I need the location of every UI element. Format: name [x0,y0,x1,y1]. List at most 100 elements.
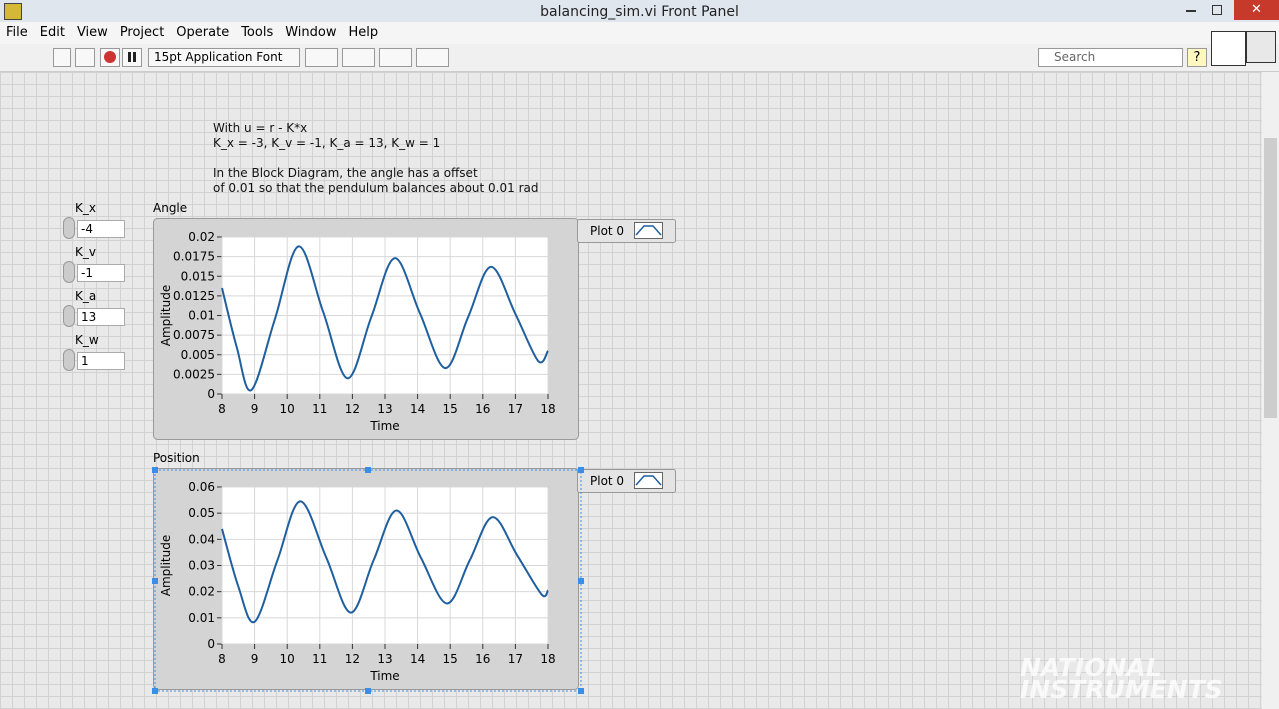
increment-spinner[interactable] [63,349,75,371]
search-box[interactable]: Search [1038,48,1183,67]
align-button[interactable] [305,48,338,67]
increment-spinner[interactable] [63,261,75,283]
logo-text: INSTRUMENTS [1020,675,1223,704]
control-label: K_v [75,245,96,259]
x-axis-label: Time [369,419,399,433]
data-line [221,500,549,624]
x-tick-label: 12 [345,652,360,666]
y-tick-label: 0.05 [188,506,215,520]
y-tick-label: 0.01 [188,611,215,625]
legend-swatch [635,475,662,486]
window-buttons: ✕ [1180,0,1279,20]
x-tick-label: 11 [312,402,327,416]
x-tick-label: 16 [475,402,490,416]
selection-outline [154,469,582,692]
x-tick-label: 14 [410,402,425,416]
x-tick-label: 8 [218,652,226,666]
y-tick-label: 0.02 [188,585,215,599]
numeric-control[interactable]: -1 [77,264,125,282]
y-tick-label: 0.015 [181,269,215,283]
legend-label: Plot 0 [590,224,624,238]
search-placeholder: Search [1054,50,1096,64]
y-tick-label: 0 [207,637,215,651]
legend-label: Plot 0 [590,474,624,488]
note-line: With u = r - K*x [213,121,308,135]
y-tick-label: 0 [207,387,215,401]
run-button[interactable] [53,48,71,67]
y-tick-label: 0.0175 [173,250,215,264]
note-line: In the Block Diagram, the angle has a of… [213,166,478,180]
resize-button[interactable] [379,48,412,67]
control-label: K_a [75,289,97,303]
increment-spinner[interactable] [63,305,75,327]
y-tick-label: 0.0025 [173,367,215,381]
x-tick-label: 8 [218,402,226,416]
scroll-thumb[interactable] [1264,138,1277,418]
x-tick-label: 15 [443,402,458,416]
x-tick-label: 9 [251,652,259,666]
legend-swatch-box [634,472,663,489]
graph-title: Angle [153,201,187,215]
y-tick-label: 0.0125 [173,289,215,303]
font-dropdown[interactable]: 15pt Application Font [148,48,300,67]
x-tick-label: 13 [377,652,392,666]
menu-item[interactable]: Window [285,25,337,40]
selection-handle[interactable] [152,578,158,584]
x-tick-label: 10 [280,652,295,666]
reorder-button[interactable] [416,48,449,67]
pause-button[interactable] [122,48,142,67]
y-tick-label: 0.02 [188,230,215,244]
y-tick-label: 0.01 [188,309,215,323]
x-tick-label: 17 [508,652,523,666]
menu-item[interactable]: Edit [39,25,65,40]
y-tick-label: 0.005 [181,348,215,362]
logo-text: NATIONAL [1020,653,1162,682]
numeric-control[interactable]: 13 [77,308,125,326]
connector-pane [1211,31,1246,66]
menu-item[interactable]: Help [348,25,379,40]
y-axis-label: Amplitude [159,285,173,347]
data-line [221,245,549,392]
x-tick-label: 17 [508,402,523,416]
close-button[interactable]: ✕ [1234,0,1279,20]
app-icon [4,3,22,20]
x-tick-label: 14 [410,652,425,666]
minimize-button[interactable] [1186,10,1196,12]
x-tick-label: 13 [377,402,392,416]
x-tick-label: 18 [540,402,555,416]
note-line: of 0.01 so that the pendulum balances ab… [213,181,539,195]
menu-item[interactable]: File [6,25,28,40]
increment-spinner[interactable] [63,217,75,239]
selection-handle[interactable] [578,688,584,694]
x-tick-label: 12 [345,402,360,416]
note-line: K_x = -3, K_v = -1, K_a = 13, K_w = 1 [213,136,441,150]
graph-title: Position [153,451,200,465]
legend-swatch-box [634,222,663,239]
numeric-control[interactable]: -4 [77,220,125,238]
y-axis-label: Amplitude [159,535,173,597]
menu-item[interactable]: Operate [176,25,230,40]
font-name: 15pt Application Font [154,50,283,64]
restore-button[interactable] [1212,5,1222,15]
ni-logo: NATIONAL INSTRUMENTS [1020,653,1223,704]
y-tick-label: 0.04 [188,532,215,546]
x-tick-label: 16 [475,652,490,666]
menu-item[interactable]: View [76,25,108,40]
vi-icon [1246,31,1276,63]
abort-button[interactable] [100,48,120,67]
run-continuous-button[interactable] [75,48,95,67]
window-title: balancing_sim.vi Front Panel [540,4,739,20]
numeric-control[interactable]: 1 [77,352,125,370]
x-tick-label: 15 [443,652,458,666]
help-button[interactable]: ? [1187,48,1207,67]
menu-item[interactable]: Tools [241,25,274,40]
x-tick-label: 11 [312,652,327,666]
menu-item[interactable]: Project [119,25,165,40]
x-tick-label: 18 [540,652,555,666]
control-label: K_x [75,201,96,215]
x-tick-label: 9 [251,402,259,416]
y-tick-label: 0.0075 [173,328,215,342]
legend-swatch [635,225,662,236]
distribute-button[interactable] [342,48,375,67]
